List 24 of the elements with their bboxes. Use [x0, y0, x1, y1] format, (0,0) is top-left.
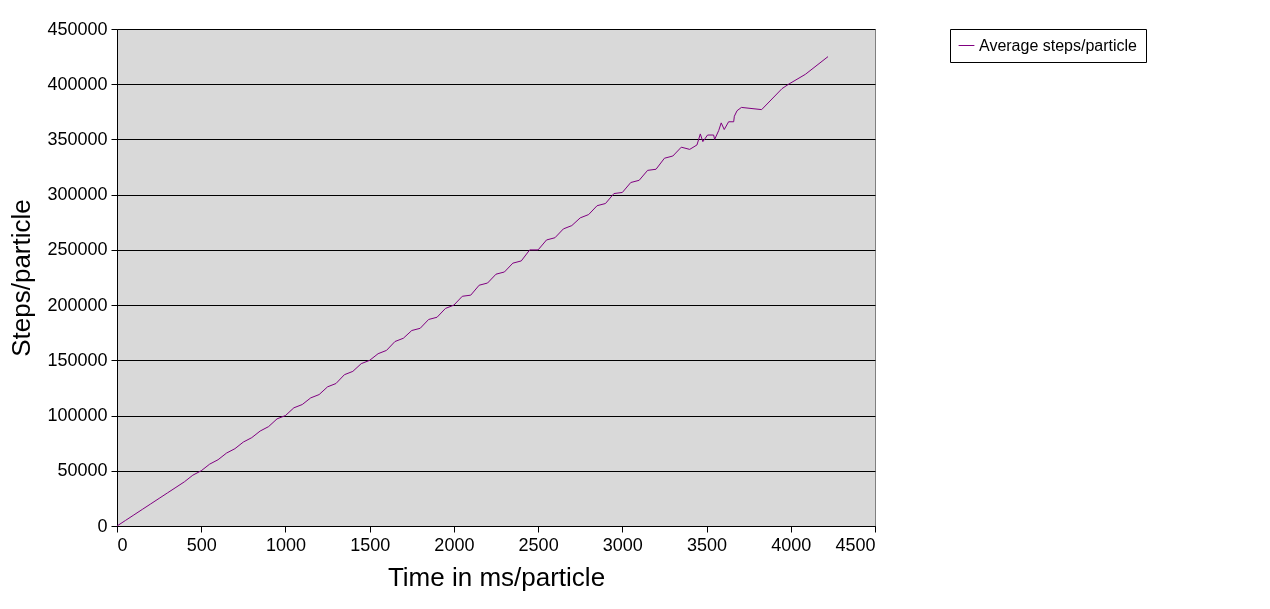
y-tick-label: 250000 [47, 239, 108, 260]
y-tick-label: 450000 [47, 18, 108, 39]
x-tick-label: 3000 [602, 534, 643, 555]
x-tick-label: 4000 [771, 534, 812, 555]
y-tick-label: 100000 [47, 405, 108, 426]
x-axis-title: Time in ms/particle [387, 561, 606, 592]
legend-label: Average steps/particle [979, 36, 1138, 54]
y-tick-label: 400000 [47, 73, 108, 94]
y-tick-label: 350000 [47, 128, 108, 149]
y-tick-label: 0 [97, 515, 108, 536]
x-tick-label: 2500 [518, 534, 559, 555]
x-tick-label: 500 [186, 534, 217, 555]
x-tick-label: 1000 [265, 534, 306, 555]
y-tick-label: 50000 [57, 460, 108, 481]
x-tick-label: 4500 [835, 534, 876, 555]
x-tick-label: 3500 [687, 534, 728, 555]
x-tick-label: 0 [117, 534, 128, 555]
y-axis-title: Steps/particle [6, 199, 37, 357]
x-tick-label: 2000 [434, 534, 475, 555]
y-tick-label: 200000 [47, 294, 108, 315]
x-tick-label: 1500 [350, 534, 391, 555]
line-series [117, 56, 829, 526]
y-tick-label: 150000 [47, 349, 108, 370]
y-tick-label: 300000 [47, 184, 108, 205]
